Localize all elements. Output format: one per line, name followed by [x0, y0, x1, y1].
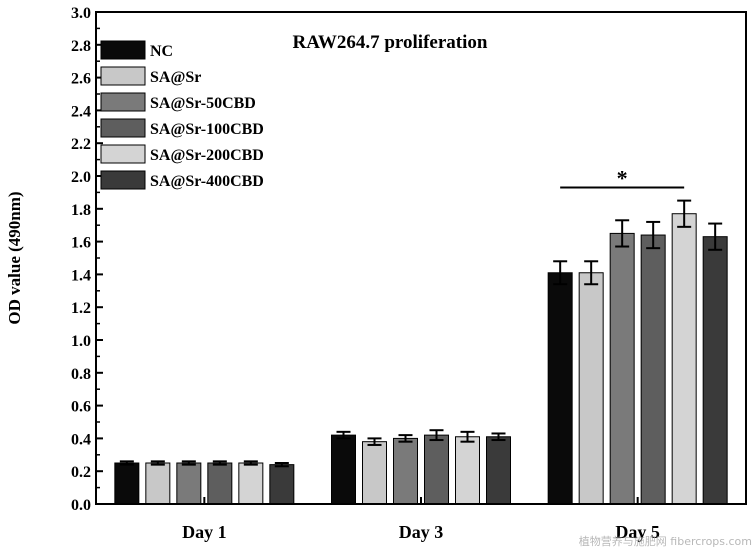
legend-swatch	[100, 118, 146, 138]
legend-swatch	[100, 144, 146, 164]
bar	[486, 436, 511, 505]
y-tick-label: 0.8	[71, 366, 91, 383]
y-axis: 0.0 0.2 0.4 0.6 0.8 1.0 1.2 1.4 1.6 1.8 2.0 2.2 2.4 2…	[71, 5, 103, 514]
legend-swatch	[100, 170, 146, 190]
y-tick-label: 1.2	[71, 300, 91, 317]
y-tick-label: 2.6	[71, 71, 91, 88]
bar	[331, 434, 356, 505]
bar	[393, 437, 418, 505]
bar	[671, 213, 697, 505]
legend-swatch	[100, 92, 146, 112]
x-tick-label: Day 1	[182, 522, 227, 542]
legend-label: SA@Sr-50CBD	[150, 95, 256, 112]
bar	[269, 464, 295, 505]
legend-swatch	[100, 66, 146, 86]
legend-label: NC	[150, 43, 173, 60]
y-tick-label: 2.2	[71, 136, 91, 153]
bars-layer	[114, 213, 728, 505]
bar	[455, 436, 480, 505]
watermark: 植物营养与施肥网 fibercrops.com	[579, 534, 752, 548]
bar	[424, 434, 449, 505]
legend-label: SA@Sr-400CBD	[150, 173, 264, 190]
y-tick-label: 1.8	[71, 202, 91, 219]
bar	[114, 462, 140, 505]
y-axis-label: OD value (490nm)	[5, 191, 24, 324]
y-tick-label: 0.6	[71, 399, 91, 416]
x-tick-label: Day 5	[615, 522, 660, 542]
chart-title: RAW264.7 proliferation	[293, 32, 488, 53]
y-tick-label: 0.2	[71, 464, 91, 481]
legend-swatch	[100, 40, 146, 60]
bar	[578, 272, 604, 505]
legend-label: SA@Sr-100CBD	[150, 121, 264, 138]
legend: NC SA@Sr SA@Sr-50CBD SA@Sr-100CBD SA@Sr-200C…	[100, 40, 264, 190]
significance-label: *	[617, 165, 628, 190]
bar	[176, 462, 202, 505]
y-tick-label: 1.0	[71, 333, 91, 350]
bar	[362, 441, 387, 505]
bar	[145, 462, 171, 505]
bar	[238, 462, 264, 505]
y-tick-label: 0.4	[71, 431, 91, 448]
y-tick-label: 1.6	[71, 235, 91, 252]
y-tick-label: 2.4	[71, 103, 91, 120]
bar	[207, 462, 233, 505]
bar	[640, 234, 666, 505]
significance-marker: *	[560, 165, 685, 190]
y-tick-label: 2.0	[71, 169, 91, 186]
error-bars-layer	[119, 199, 723, 468]
bar	[547, 272, 573, 505]
x-axis: Day 1 Day 3 Day 5	[182, 497, 660, 542]
y-tick-label: 2.8	[71, 38, 91, 55]
bar	[609, 232, 635, 505]
y-tick-label: 1.4	[71, 267, 91, 284]
legend-label: SA@Sr	[150, 69, 201, 86]
y-tick-label: 3.0	[71, 5, 91, 22]
bar	[702, 236, 728, 505]
x-tick-label: Day 3	[399, 522, 444, 542]
legend-label: SA@Sr-200CBD	[150, 147, 264, 164]
y-tick-label: 0.0	[71, 497, 91, 514]
